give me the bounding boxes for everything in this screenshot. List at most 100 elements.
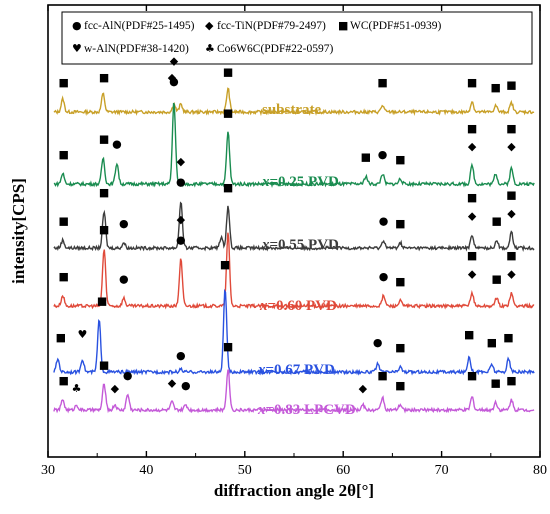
series-label-text: substrate — [262, 102, 322, 118]
phase-marker: ◆ — [507, 140, 516, 153]
phase-marker: ◆ — [507, 207, 516, 220]
phase-marker: ● — [112, 138, 122, 151]
phase-marker: ■ — [492, 215, 502, 228]
phase-marker: ■ — [492, 273, 502, 286]
x-axis: 30 40 50 60 70 80 — [41, 5, 547, 478]
phase-marker: ■ — [99, 186, 109, 199]
xrd-trace — [53, 102, 535, 189]
phase-marker: ■ — [395, 341, 405, 354]
phase-marker: ■ — [467, 122, 477, 135]
phase-marker: ◆ — [170, 54, 179, 67]
phase-marker: ■ — [506, 249, 516, 262]
phase-marker: ■ — [99, 358, 109, 371]
x-tick-label: 70 — [435, 463, 449, 478]
phase-marker: ● — [379, 270, 389, 283]
x-tick-label: 40 — [139, 463, 153, 478]
series-label: x=0.55 PVD — [261, 237, 339, 253]
phase-marker: ◆ — [111, 382, 120, 395]
x-tick-label: 30 — [41, 463, 55, 478]
phase-marker: ♥ — [78, 328, 88, 341]
phase-marker: ■ — [464, 328, 474, 341]
phase-marker: ■ — [59, 270, 69, 283]
series-label-text: =0.25 PVD — [270, 174, 340, 190]
phase-marker: ● — [176, 349, 186, 362]
phase-marker: ● — [123, 369, 133, 382]
phase-marker: ● — [119, 217, 129, 230]
series-label-text: =0.60 PVD — [268, 298, 338, 314]
legend-entry-text: w-AlN(PDF#38-1420) — [84, 43, 189, 55]
phase-marker: ■ — [56, 331, 66, 344]
phase-marker: ■ — [506, 122, 516, 135]
phase-marker: ● — [378, 148, 388, 161]
phase-marker: ■ — [506, 374, 516, 387]
phase-marker: ● — [176, 234, 186, 247]
phase-marker: ◆ — [468, 209, 477, 222]
square-marker-icon: ■ — [338, 19, 348, 32]
phase-marker: ■ — [467, 191, 477, 204]
phase-marker: ■ — [223, 181, 233, 194]
phase-marker: ■ — [97, 294, 107, 307]
phase-marker: ● — [373, 336, 383, 349]
phase-marker: ■ — [361, 151, 371, 164]
series-label: x=0.67 PVD — [257, 362, 335, 378]
phase-marker: ■ — [59, 215, 69, 228]
phase-marker: ■ — [59, 76, 69, 89]
phase-marker: ■ — [491, 377, 501, 390]
phase-marker: ♣ — [72, 382, 82, 395]
traces — [53, 87, 535, 414]
phase-marker: ● — [169, 75, 179, 88]
phase-marker: ■ — [395, 217, 405, 230]
xrd-trace — [53, 201, 535, 253]
phase-marker: ◆ — [359, 382, 368, 395]
club-marker-icon: ♣ — [205, 42, 215, 55]
phase-marker: ■ — [59, 148, 69, 161]
series-label-variable: x — [261, 237, 270, 253]
phase-marker: ◆ — [168, 377, 177, 390]
heart-marker-icon: ♥ — [72, 42, 82, 55]
series-label: x=0.83 LPCVD — [257, 402, 356, 418]
phase-marker: ■ — [99, 71, 109, 84]
phase-marker: ■ — [377, 76, 387, 89]
phase-markers: ■ ■ ◆ ■■ ■ ■ ■■■ ●●◆■■ ● ■◆■◆■■■●●◆■● ■◆■■◆■■■●●◆●… — [56, 54, 517, 394]
phase-marker: ◆ — [168, 71, 177, 84]
diamond-marker-icon: ◆ — [205, 19, 214, 32]
phase-marker: ■ — [395, 379, 405, 392]
phase-marker: ■ — [99, 223, 109, 236]
series-label-variable: x — [257, 362, 266, 378]
xrd-trace — [53, 288, 535, 376]
series-label-variable: x — [259, 298, 268, 314]
series-label-variable: x — [261, 174, 270, 190]
phase-marker: ● — [379, 215, 389, 228]
phase-marker: ◆ — [468, 140, 477, 153]
xrd-trace — [53, 369, 535, 414]
legend-box — [61, 11, 533, 65]
phase-marker: ◆ — [177, 155, 186, 168]
x-tick-label: 50 — [238, 463, 252, 478]
phase-marker: ● — [181, 379, 191, 392]
phase-marker: ■ — [491, 81, 501, 94]
y-axis-title: intensity[CPS] — [9, 178, 28, 284]
phase-marker: ■ — [503, 331, 513, 344]
series-label-text: =0.67 PVD — [266, 362, 336, 378]
x-tick-label: 80 — [533, 463, 547, 478]
phase-marker: ■ — [377, 369, 387, 382]
phase-marker: ■ — [467, 76, 477, 89]
legend: ● fcc-AlN(PDF#25-1495) ◆ fcc-TiN(PDF#79-249… — [72, 19, 442, 55]
series-label-text: =0.55 PVD — [270, 237, 340, 253]
series-label-text: =0.83 LPCVD — [266, 402, 356, 418]
series-label: x=0.60 PVD — [259, 298, 337, 314]
phase-marker: ■ — [506, 79, 516, 92]
legend-entry-text: Co6W6C(PDF#22-0597) — [217, 43, 333, 55]
legend-entry-text: fcc-TiN(PDF#79-2497) — [217, 20, 326, 32]
series-label: substrate — [262, 102, 322, 118]
x-axis-title: diffraction angle 2θ[°] — [214, 481, 374, 500]
x-tick-label: 60 — [336, 463, 350, 478]
phase-marker: ■ — [223, 340, 233, 353]
phase-marker: ■ — [487, 336, 497, 349]
phase-marker: ■ — [223, 106, 233, 119]
phase-marker: ■ — [99, 132, 109, 145]
phase-marker: ■ — [220, 258, 230, 271]
phase-marker: ■ — [395, 153, 405, 166]
circle-marker-icon: ● — [72, 19, 82, 32]
